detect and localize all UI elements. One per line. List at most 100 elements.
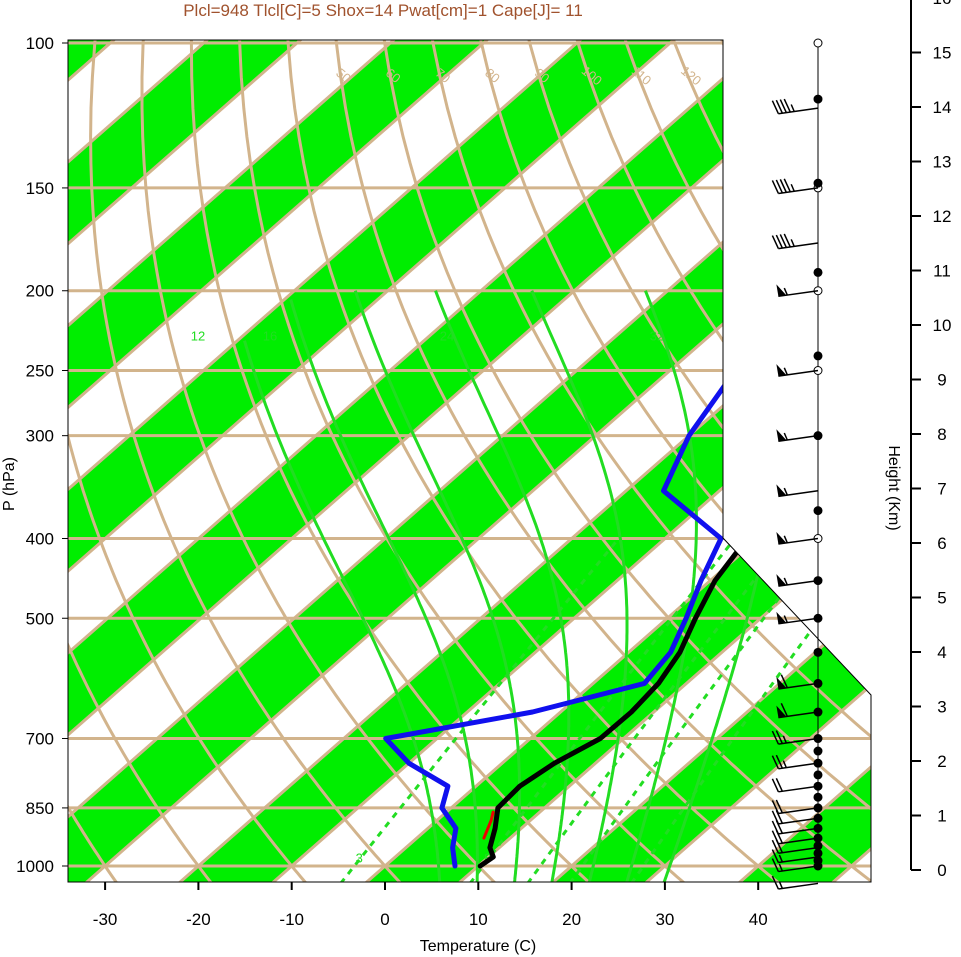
wind-barb-feather <box>779 99 787 113</box>
wind-barb <box>778 882 819 890</box>
mixing-ratio-lines <box>339 537 871 882</box>
wind-barb-feather <box>780 674 788 689</box>
mixing-ratio-label: 3 <box>356 850 363 865</box>
height-tick-label: 13 <box>933 153 952 172</box>
wind-barb-flag <box>776 574 787 587</box>
wind-barb-flag <box>776 611 787 624</box>
height-marker <box>813 351 823 361</box>
height-marker <box>813 770 823 780</box>
wind-barb-flag <box>776 676 787 689</box>
moist-adiabat-label: 24 <box>440 329 454 344</box>
isotherm-line <box>68 40 621 882</box>
temperature-tick-label: 40 <box>749 910 768 929</box>
isotherm-band <box>68 40 527 882</box>
wind-barb-feather <box>779 179 787 193</box>
moist-adiabat-line <box>243 340 442 882</box>
wind-barb-feather <box>771 755 780 770</box>
temperature-profile <box>477 74 871 869</box>
pressure-tick-label: 500 <box>26 609 54 628</box>
parcel-profile <box>482 810 495 840</box>
wind-barb-feather <box>771 100 780 115</box>
temperature-tick-label: 20 <box>562 910 581 929</box>
dry-adiabat-line <box>68 40 131 882</box>
temperature-tick-label: -30 <box>93 910 118 929</box>
isotherm-line <box>68 40 871 882</box>
moist-adiabat-line <box>353 290 522 882</box>
height-marker <box>813 647 823 657</box>
height-marker <box>813 94 823 104</box>
pressure-tick-label: 300 <box>26 427 54 446</box>
dry-adiabat-line <box>89 40 418 882</box>
wind-barb-feather <box>771 875 780 890</box>
wind-barb-feather <box>771 849 780 863</box>
height-marker <box>813 38 823 48</box>
height-marker <box>813 746 823 756</box>
dry-adiabat-line <box>472 40 871 882</box>
wind-barb-feather <box>775 179 784 194</box>
wind-barb <box>778 837 819 845</box>
wind-barb-half-feather <box>778 854 784 863</box>
height-tick-label: 10 <box>933 316 952 335</box>
wind-barb-feather <box>771 858 780 872</box>
wind-barb-feather <box>775 754 784 769</box>
moist-adiabat-label: 32 <box>650 329 664 344</box>
height-marker <box>813 848 823 858</box>
isotherm-label: 30 <box>845 646 866 667</box>
dry-adiabat-line <box>68 40 226 882</box>
isotherm-line <box>68 40 341 882</box>
height-tick-label: 16 <box>933 0 952 8</box>
isotherm-label: 30 <box>725 121 746 142</box>
plot-frame <box>67 39 872 883</box>
wind-barb <box>778 187 819 195</box>
dry-adiabat-line <box>896 5 961 900</box>
isotherm-line <box>438 40 871 882</box>
dry-adiabat-label: 120 <box>678 63 704 88</box>
isotherm-line <box>68 40 808 882</box>
isotherm-line <box>531 40 871 882</box>
wind-barb <box>778 737 819 745</box>
moist-adiabats <box>243 290 782 882</box>
height-axis-label: Height (Km) <box>885 445 902 530</box>
wind-barb-feather <box>771 778 780 793</box>
wind-barb <box>778 856 819 864</box>
wind-barb-feather <box>771 810 780 825</box>
wind-barb-feather <box>779 234 787 248</box>
wind-barb-feather <box>771 800 780 814</box>
dry-adiabat-line <box>0 5 33 900</box>
wind-barb <box>778 242 819 250</box>
mixing-ratio-line <box>630 537 871 882</box>
isotherm-band <box>68 40 871 882</box>
wind-barb-half-feather <box>778 863 784 872</box>
isotherm-band <box>906 5 961 900</box>
dry-adiabat-line <box>237 40 706 882</box>
wind-barb-half-feather <box>778 881 784 889</box>
wind-barb-feather <box>775 730 784 744</box>
wind-barb-half-feather <box>790 183 795 192</box>
height-tick-label: 12 <box>933 207 952 226</box>
height-tick-label: 1 <box>937 807 946 826</box>
isotherm-band <box>532 40 871 882</box>
moist-adiabat-label: 16 <box>263 329 277 344</box>
height-marker <box>813 792 823 802</box>
isotherm-line <box>68 40 715 882</box>
dry-adiabat-line <box>68 40 322 882</box>
wind-barb-half-feather <box>782 760 788 768</box>
moist-adiabat-line <box>624 290 698 882</box>
height-tick-label: 11 <box>933 262 951 281</box>
wind-barb-feather <box>775 777 784 792</box>
isotherm-line <box>906 5 961 900</box>
wind-barb-feather <box>783 178 791 193</box>
isotherm-label: 20 <box>794 591 815 612</box>
wind-barb <box>778 107 819 115</box>
height-tick-label: 15 <box>933 44 952 63</box>
height-tick-label: 2 <box>937 752 946 771</box>
height-tick-label: 6 <box>937 534 946 553</box>
temperature-tick-label: 0 <box>380 910 389 929</box>
isotherm-line <box>625 40 871 882</box>
wind-barb-half-feather <box>783 535 788 544</box>
moist-adiabat-line <box>434 290 571 882</box>
pressure-tick-label: 400 <box>26 529 54 548</box>
moist-adiabat-label: 12 <box>191 329 205 344</box>
wind-barb <box>778 785 819 793</box>
